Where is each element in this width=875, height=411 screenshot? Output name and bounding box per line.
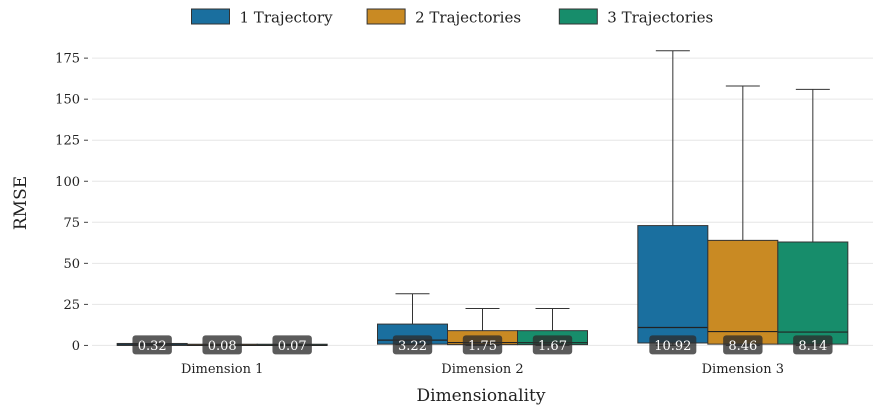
median-label: 1.67 — [538, 339, 567, 354]
x-tick-label-dimension-2: Dimension 2 — [441, 362, 523, 377]
grid — [92, 57, 873, 346]
box-1-trajectory-dimension-2: 3.22 — [377, 293, 448, 355]
median-label: 10.92 — [654, 339, 691, 354]
y-tick-label-0: 0 — [72, 339, 80, 354]
median-label: 0.08 — [208, 339, 237, 354]
y-axis-title: RMSE — [11, 176, 31, 230]
box-3-trajectories-dimension-3: 8.14 — [777, 88, 849, 355]
box-body — [637, 225, 709, 344]
legend-item-1-trajectory: 1 Trajectory — [191, 8, 334, 27]
x-tick-label-dimension-1: Dimension 1 — [181, 362, 263, 377]
x-tick-label-dimension-3: Dimension 3 — [702, 362, 784, 377]
legend-swatch — [558, 8, 598, 25]
median-label-box — [202, 335, 242, 355]
legend-label: 1 Trajectory — [240, 9, 334, 27]
median-label: 1.75 — [468, 339, 497, 354]
median-label-box — [649, 335, 697, 355]
median-label-box — [392, 335, 433, 355]
box-2-trajectories-dimension-1: 0.08 — [186, 335, 258, 355]
median-label-box — [462, 335, 503, 355]
box-1-trajectory-dimension-1: 0.32 — [116, 335, 188, 355]
y-tick-label-50: 50 — [63, 257, 80, 272]
median-label: 8.46 — [728, 339, 757, 354]
median-label: 8.14 — [798, 339, 827, 354]
median-label-box — [132, 335, 172, 355]
box-body — [777, 241, 849, 345]
legend: 1 Trajectory 2 Trajectories 3 Trajectories — [191, 8, 713, 27]
box-1-trajectory-dimension-3: 10.92 — [637, 50, 709, 355]
median-label: 0.07 — [278, 339, 307, 354]
box-3-trajectories-dimension-1: 0.07 — [256, 335, 328, 355]
legend-item-3-trajectories: 3 Trajectories — [558, 8, 713, 27]
y-tick-label-175: 175 — [55, 52, 80, 67]
median-label-box — [272, 335, 312, 355]
y-tick-label-125: 125 — [55, 134, 80, 149]
box-2-trajectories-dimension-2: 1.75 — [447, 307, 518, 355]
y-tick-label-150: 150 — [55, 93, 80, 108]
box-body — [707, 239, 779, 345]
y-tick-label-75: 75 — [63, 216, 80, 231]
legend-swatch — [191, 8, 230, 25]
box-3-trajectories-dimension-2: 1.67 — [517, 307, 588, 355]
legend-label: 2 Trajectories — [415, 9, 521, 27]
y-tick-label-25: 25 — [63, 298, 80, 313]
median-label: 0.32 — [138, 339, 167, 354]
legend-label: 3 Trajectories — [607, 9, 713, 27]
y-axis: 0 25 50 75 100 125 150 175 — [55, 52, 88, 354]
x-axis: Dimension 1 Dimension 2 Dimension 3 — [181, 362, 784, 377]
legend-item-2-trajectories: 2 Trajectories — [366, 8, 521, 27]
plot-area: 0.32 0.08 0.07 3.22 1.75 1.67 10.92 8.46 8.14 — [116, 50, 849, 355]
x-axis-title: Dimensionality — [417, 386, 546, 406]
median-label-box — [723, 335, 763, 355]
median-label-box — [532, 335, 573, 355]
median-label: 3.22 — [398, 339, 427, 354]
legend-swatch — [366, 8, 406, 25]
box-2-trajectories-dimension-3: 8.46 — [707, 85, 779, 355]
y-tick-label-100: 100 — [55, 175, 80, 190]
median-label-box — [793, 335, 833, 355]
